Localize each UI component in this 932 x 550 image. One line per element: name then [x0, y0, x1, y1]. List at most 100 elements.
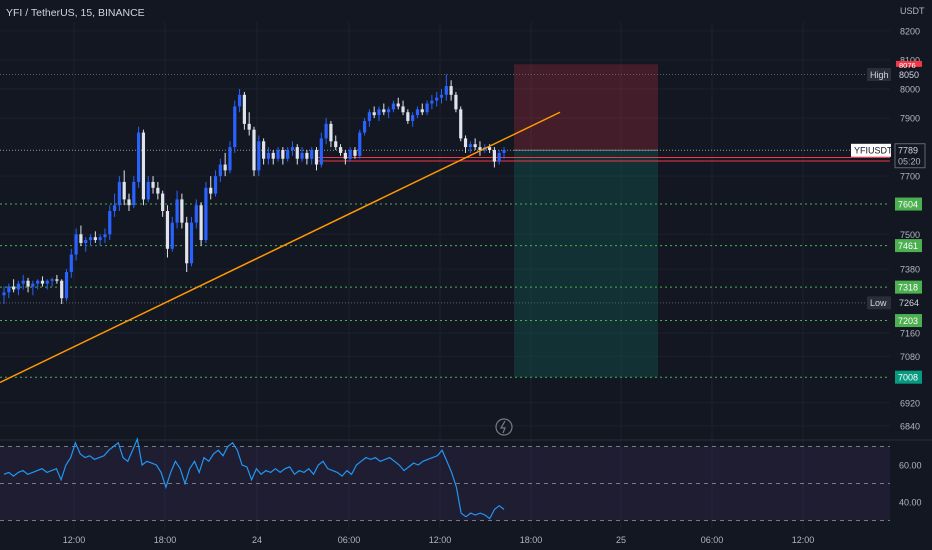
candle	[237, 89, 242, 113]
candle-body	[353, 150, 357, 156]
candle	[247, 112, 251, 136]
candle	[55, 274, 59, 284]
candle	[305, 150, 309, 165]
candle	[209, 176, 213, 200]
candle-body	[36, 280, 40, 284]
candle-body	[93, 237, 97, 241]
candle-body	[209, 187, 213, 194]
candle	[276, 147, 280, 162]
candle	[252, 126, 256, 177]
candle	[194, 199, 198, 229]
candle	[420, 103, 424, 116]
candle	[492, 147, 496, 168]
candle-body	[84, 240, 88, 243]
candle-body	[74, 234, 78, 255]
candle-body	[281, 150, 285, 159]
candle-body	[415, 109, 420, 116]
candle-body	[204, 187, 208, 241]
candle-body	[31, 283, 35, 287]
candle	[213, 170, 218, 197]
support-badge-bg	[895, 314, 922, 328]
currency-label: USDT	[900, 6, 925, 16]
horizontal-levels	[0, 73, 890, 378]
candle	[401, 100, 405, 116]
time-tick-label: 06:00	[701, 535, 724, 545]
support-badge: 7008	[895, 370, 922, 384]
candle-body	[141, 132, 146, 200]
candle-body	[358, 132, 362, 156]
time-tick-label: 18:00	[154, 535, 177, 545]
candle	[415, 106, 420, 119]
short-position-tool[interactable]	[514, 64, 658, 378]
candle	[473, 138, 477, 151]
candle	[146, 176, 150, 203]
candle-body	[151, 181, 155, 188]
symbol-badge: YFIUSDT	[851, 143, 893, 157]
price-axis[interactable]: 8200 8100 8000 7900 7700 7500 7380 7160 7080 6920…	[899, 26, 922, 507]
candle-body	[50, 279, 54, 281]
candle	[343, 150, 347, 165]
trendline-segment	[0, 111, 561, 384]
time-axis[interactable]: 12:00 18:00 24 06:00 12:00 18:00 25 06:00 12:00	[63, 535, 815, 545]
candle	[454, 91, 458, 113]
time-tick-label: 12:00	[429, 535, 452, 545]
candle-body	[334, 141, 338, 148]
support-badge-text: 7008	[898, 372, 918, 382]
high-label-text: High	[870, 70, 889, 80]
support-badge: 7318	[895, 280, 922, 294]
candle	[103, 228, 107, 243]
candle	[117, 176, 121, 212]
candle	[391, 100, 396, 113]
candle-body	[45, 280, 49, 284]
candle-body	[247, 123, 251, 130]
candle-body	[122, 181, 126, 200]
candlestick-series	[2, 74, 506, 304]
candle-body	[112, 205, 117, 212]
price-tick-label: 8100	[900, 55, 920, 65]
candle-body	[348, 150, 352, 159]
candle-body	[439, 94, 444, 98]
candle-body	[26, 280, 30, 287]
partial-price-bg	[896, 60, 922, 67]
replay-icon[interactable]	[495, 418, 513, 436]
candle	[290, 141, 295, 156]
candle	[362, 118, 367, 136]
rsi-tick-label: 40.00	[899, 498, 922, 508]
price-tick-label: 8000	[900, 85, 920, 95]
candle-body	[257, 141, 261, 171]
time-tick-label: 12:00	[792, 535, 815, 545]
candle-body	[401, 106, 405, 113]
candle-body	[319, 138, 323, 165]
candle-body	[218, 164, 222, 177]
candle	[36, 279, 40, 290]
candle-body	[444, 86, 448, 95]
trendline[interactable]	[0, 111, 561, 384]
time-tick-label: 24	[252, 535, 262, 545]
candle-body	[286, 150, 290, 159]
candle-body	[161, 193, 165, 212]
candle-body	[237, 94, 242, 107]
candle	[204, 181, 208, 243]
candle	[314, 147, 319, 171]
candle-body	[314, 150, 319, 165]
candle	[74, 228, 78, 261]
candle	[127, 193, 131, 212]
high-value-bg	[896, 67, 922, 81]
candle	[300, 147, 304, 162]
candle	[497, 150, 501, 165]
price-tick-label: 7080	[900, 352, 920, 362]
support-badge-bg	[895, 197, 922, 211]
candle-body	[367, 112, 371, 121]
candle-body	[290, 147, 295, 151]
low-label-text: Low	[870, 298, 887, 308]
candle	[31, 280, 35, 296]
price-tick-label: 6920	[900, 398, 920, 408]
candle-body	[223, 164, 227, 171]
candle	[266, 147, 271, 165]
candle	[411, 112, 415, 127]
candle	[430, 94, 434, 110]
candle	[468, 141, 472, 153]
candle	[199, 202, 203, 246]
